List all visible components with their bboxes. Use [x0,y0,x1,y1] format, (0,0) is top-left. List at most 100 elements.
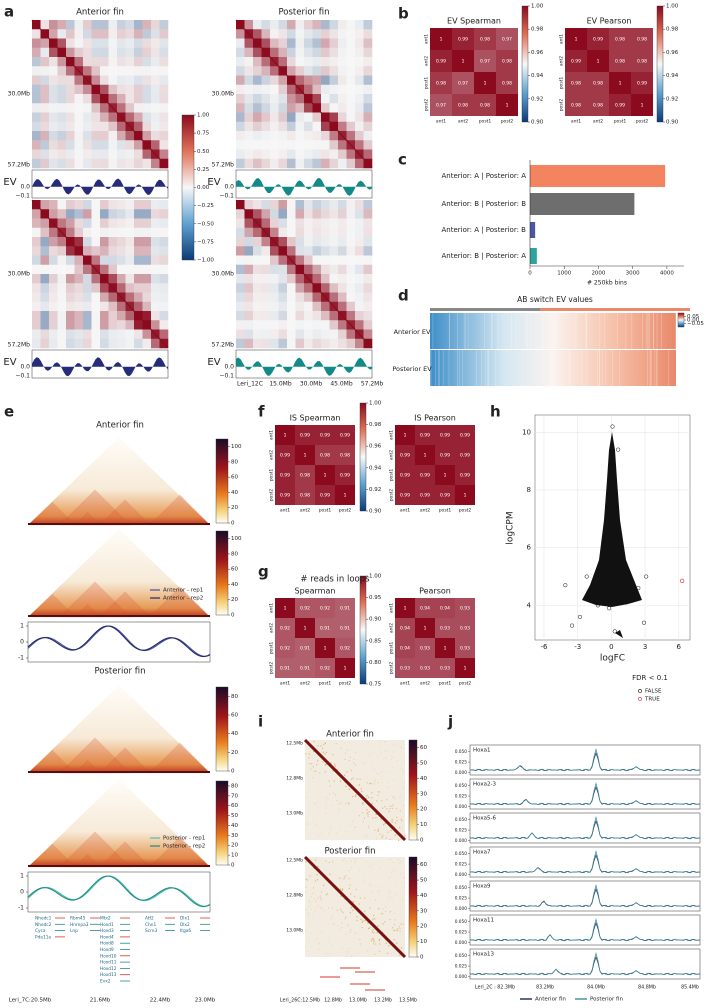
y-axis-label: logCPM [506,511,516,544]
hic-cell [117,47,126,58]
hic-cell [117,38,126,49]
hic-cell [312,66,322,76]
hic-speck [384,921,386,923]
hic-cell [66,112,75,123]
hic-speck [399,862,401,865]
hic-speck [323,743,325,746]
matrix-cell [565,72,587,94]
hic-cell [100,283,109,293]
hic-speck [326,952,328,954]
hic-cell [49,75,58,86]
panel-title: Anterior fin [96,421,144,431]
y-label: 57.2Mb [212,342,235,349]
hic-cell [312,320,322,330]
legend-marker [638,697,642,701]
hic-cell [338,140,347,150]
hic-cell [278,57,288,67]
hic-speck [340,802,342,804]
hic-speck [379,938,381,940]
hic-cell [57,264,67,275]
hic-speck [390,858,392,860]
hic-speck [353,901,355,903]
colorbar-tick-label: 0.94 [666,73,679,79]
gene-label: Nhedc2 [35,922,52,928]
hic-cell [57,292,67,303]
matrix-cell [315,638,335,658]
hic-cell [287,20,296,30]
cell-label: 1 [575,37,578,43]
y-label: 12.8Mb [286,893,303,899]
gene-label: Chn1 [145,922,156,928]
hic-cell [151,29,160,39]
hic-cell [66,140,75,150]
hic-cell [338,47,347,58]
matrix-cell [609,50,631,72]
y-tick-label: 0.025 [455,794,468,800]
ev-stripe [527,313,529,349]
hic-speck [377,907,379,910]
hic-cell [159,47,169,58]
y-label: 12.5Mb [286,741,303,747]
hic-cell [40,94,50,104]
cell-label: 0.99 [340,473,350,479]
hic-cell [108,20,118,30]
hic-cell [159,246,169,256]
hic-speck [402,923,404,925]
hic-speck [371,939,373,941]
hic-cell [295,149,305,160]
hic-speck [391,744,394,746]
hic-cell [329,158,339,169]
hic-cell [83,237,92,247]
hic-cell [49,283,58,293]
hic-cell [142,227,152,238]
colorbar-tick-label: 0.98 [369,422,382,428]
hic-cell [40,200,50,210]
point-significant [680,578,685,583]
gene-label: Hoxd11 [100,960,117,966]
hic-cell [295,94,305,104]
hic-cell [355,283,364,293]
matrix-cell [452,50,474,72]
ev-stripe [556,313,558,349]
hic-cell [91,158,101,169]
hic-speck [397,928,399,930]
hic-cell [261,329,271,340]
hic-cell [83,338,92,349]
hic-cell [304,237,313,247]
hic-cell [100,158,109,169]
hic-cell [100,329,109,340]
hic-cell [295,57,305,67]
point [587,594,593,599]
hic-cell [142,292,152,303]
hic-speck [305,878,307,881]
hic-cell [270,103,279,113]
hic-speck [374,953,376,955]
hic-cell [159,121,169,132]
hic-cell [329,311,339,321]
hic-cell [49,246,58,256]
cell-label: 0.97 [502,37,512,43]
hic-cell [83,158,92,169]
hic-cell [270,283,279,293]
ev-label: EV [3,177,16,188]
hic-cell [83,57,92,67]
hic-cell [159,329,169,340]
ev-stripe [649,350,651,386]
hic-cell [244,311,254,321]
gene-label: Hoxd12 [100,966,117,972]
ev-tick: 0.0 [20,183,30,190]
hic-cell [321,103,330,113]
hic-cell [329,209,339,219]
hic-cell [108,57,118,67]
matrix-cell [395,445,415,465]
hic-cell [74,283,84,293]
hic-cell [134,94,143,104]
ev-stripe [497,313,499,349]
hic-cell [91,20,101,30]
cell-label: 1 [506,103,509,109]
hic-speck [368,827,370,829]
hic-cell [108,94,118,104]
gene-label: Scrn3 [145,928,158,934]
hic-cell [57,131,67,141]
legend-label: Posterior - rep2 [163,844,205,850]
